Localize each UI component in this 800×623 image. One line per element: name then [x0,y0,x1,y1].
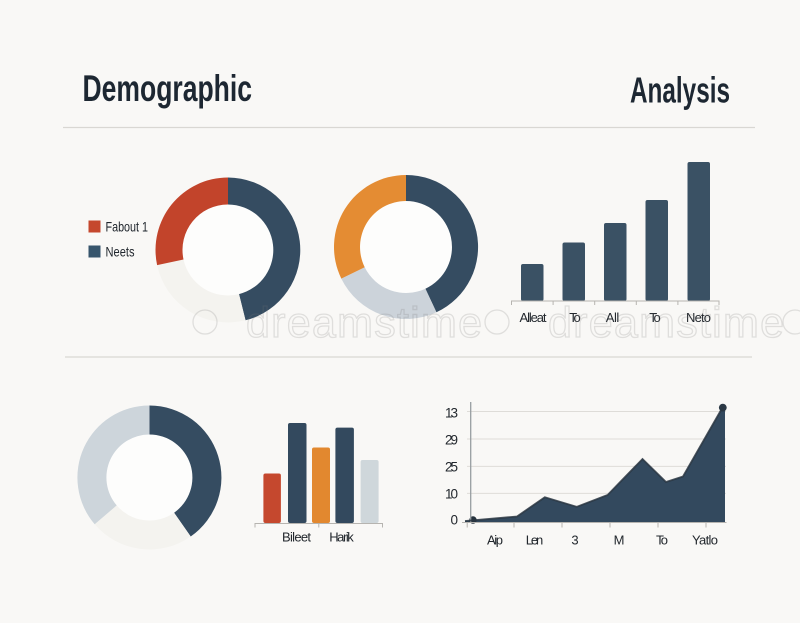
svg-text:10: 10 [445,487,458,502]
svg-text:Len: Len [526,533,544,548]
svg-text:dreamstime: dreamstime [548,299,784,347]
svg-text:To: To [649,310,661,325]
svg-text:Harik: Harik [329,530,354,545]
svg-text:29: 29 [445,433,458,448]
svg-text:All: All [606,310,620,325]
svg-text:Aip: Aip [487,533,503,548]
svg-text:To: To [656,533,668,548]
svg-text:25: 25 [445,460,458,475]
svg-text:To: To [569,310,581,325]
svg-text:Fabout 1: Fabout 1 [106,219,149,235]
svg-text:Demographic: Demographic [83,68,253,109]
svg-text:Alleat: Alleat [520,310,547,325]
svg-text:3: 3 [571,533,578,548]
svg-text:dreamstime: dreamstime [246,299,482,347]
svg-text:Neto: Neto [686,310,711,325]
svg-text:Analysis: Analysis [630,70,730,111]
svg-text:13: 13 [445,406,458,421]
svg-text:Yatlo: Yatlo [692,533,718,548]
svg-text:M: M [614,533,625,548]
svg-text:0: 0 [450,513,458,528]
svg-text:Bileet: Bileet [282,530,311,545]
svg-text:Neets: Neets [106,244,135,260]
